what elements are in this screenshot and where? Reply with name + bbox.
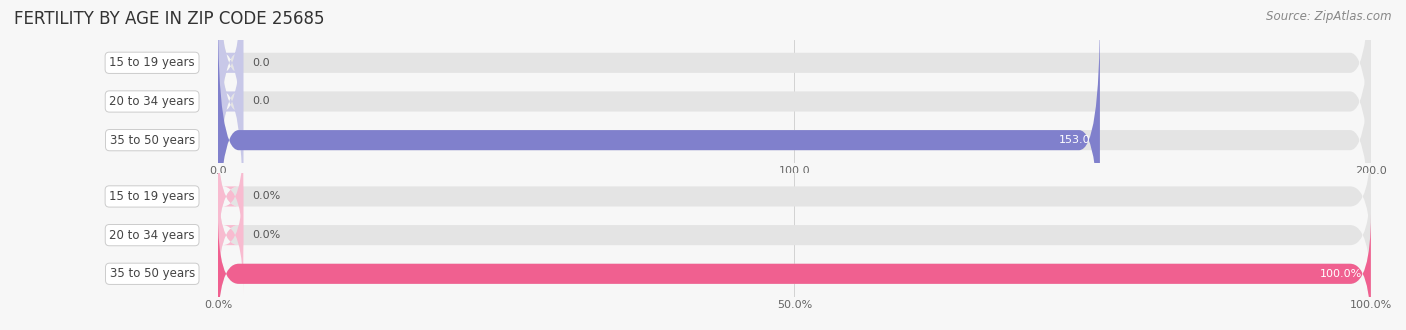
FancyBboxPatch shape xyxy=(218,137,243,256)
FancyBboxPatch shape xyxy=(218,137,1371,256)
FancyBboxPatch shape xyxy=(218,0,1371,231)
Text: 100.0%: 100.0% xyxy=(1319,269,1361,279)
Text: 20 to 34 years: 20 to 34 years xyxy=(110,229,195,242)
Text: Source: ZipAtlas.com: Source: ZipAtlas.com xyxy=(1267,10,1392,23)
FancyBboxPatch shape xyxy=(218,176,1371,295)
Text: 35 to 50 years: 35 to 50 years xyxy=(110,134,195,147)
Text: 20 to 34 years: 20 to 34 years xyxy=(110,95,195,108)
FancyBboxPatch shape xyxy=(218,214,1371,330)
Text: 0.0%: 0.0% xyxy=(253,191,281,201)
Text: 15 to 19 years: 15 to 19 years xyxy=(110,190,195,203)
Text: 153.0: 153.0 xyxy=(1059,135,1091,145)
FancyBboxPatch shape xyxy=(218,0,243,192)
FancyBboxPatch shape xyxy=(218,11,1371,269)
Text: 0.0: 0.0 xyxy=(253,96,270,107)
Text: FERTILITY BY AGE IN ZIP CODE 25685: FERTILITY BY AGE IN ZIP CODE 25685 xyxy=(14,10,325,28)
Text: 0.0: 0.0 xyxy=(253,58,270,68)
FancyBboxPatch shape xyxy=(218,11,1099,269)
Text: 0.0%: 0.0% xyxy=(253,230,281,240)
FancyBboxPatch shape xyxy=(218,0,243,231)
FancyBboxPatch shape xyxy=(218,176,243,295)
FancyBboxPatch shape xyxy=(218,214,1371,330)
Text: 35 to 50 years: 35 to 50 years xyxy=(110,267,195,280)
FancyBboxPatch shape xyxy=(218,0,1371,192)
Text: 15 to 19 years: 15 to 19 years xyxy=(110,56,195,69)
